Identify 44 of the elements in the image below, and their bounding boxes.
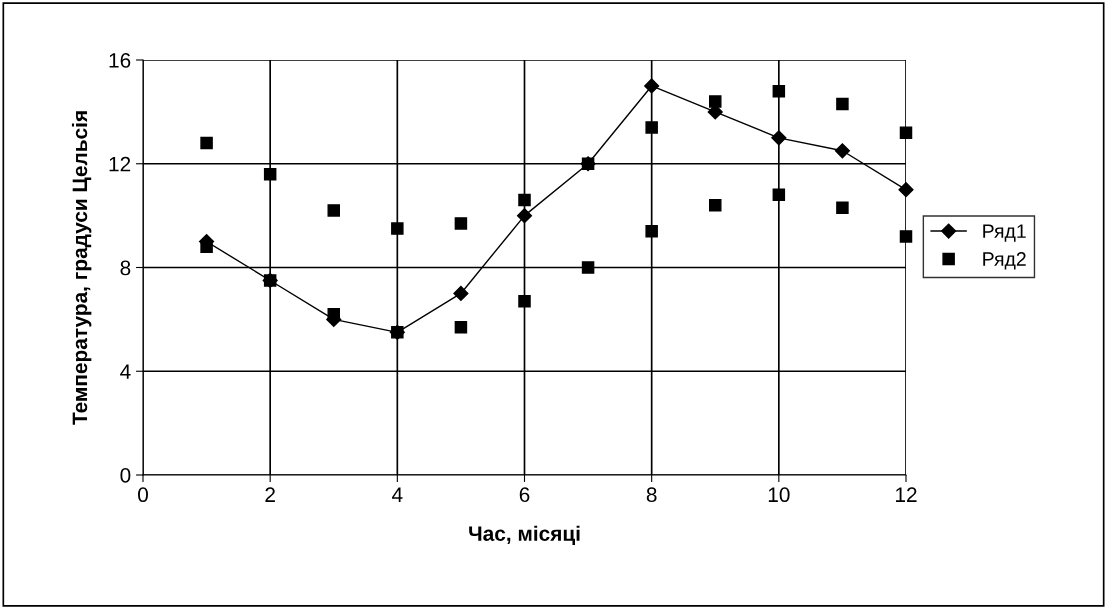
point — [200, 136, 213, 150]
point — [772, 84, 786, 98]
point — [327, 307, 341, 321]
point — [581, 261, 595, 274]
point — [644, 78, 660, 94]
x-tick-label: 4 — [392, 487, 403, 502]
point — [834, 143, 850, 159]
point — [516, 208, 533, 224]
x-axis-title: Час, місяці — [469, 525, 580, 545]
point — [454, 217, 468, 230]
y-axis-title: Температура, градуси Цельсія — [71, 111, 92, 425]
legend-label: Ряд2 — [983, 252, 1026, 270]
x-tick-label: 8 — [646, 487, 657, 503]
point — [645, 224, 658, 238]
point — [327, 204, 341, 217]
x-tick-label: 2 — [265, 487, 275, 502]
x-tick-label: 10 — [768, 487, 790, 503]
point — [581, 157, 595, 171]
point — [771, 130, 787, 146]
point — [645, 121, 658, 134]
y-tick-label: 8 — [120, 260, 131, 276]
point — [772, 188, 786, 202]
y-tick-label: 12 — [109, 156, 131, 172]
point — [899, 126, 913, 139]
point — [263, 167, 277, 181]
x-tick-label: 6 — [519, 487, 530, 503]
x-tick-label: 0 — [138, 487, 148, 503]
point — [708, 198, 722, 212]
point — [518, 294, 531, 308]
point — [453, 285, 469, 302]
point — [836, 201, 849, 215]
y-tick-label: 0 — [120, 468, 131, 483]
y-tick-label: 4 — [120, 364, 131, 379]
point — [391, 222, 404, 235]
x-tick-label: 12 — [896, 487, 917, 502]
point — [454, 320, 468, 334]
point — [836, 97, 849, 111]
point — [708, 95, 722, 108]
point — [263, 274, 277, 287]
legend-label: Ряд1 — [983, 224, 1026, 242]
point — [898, 182, 914, 198]
point — [899, 230, 913, 243]
point — [518, 193, 531, 207]
y-tick-label: 16 — [109, 53, 131, 68]
